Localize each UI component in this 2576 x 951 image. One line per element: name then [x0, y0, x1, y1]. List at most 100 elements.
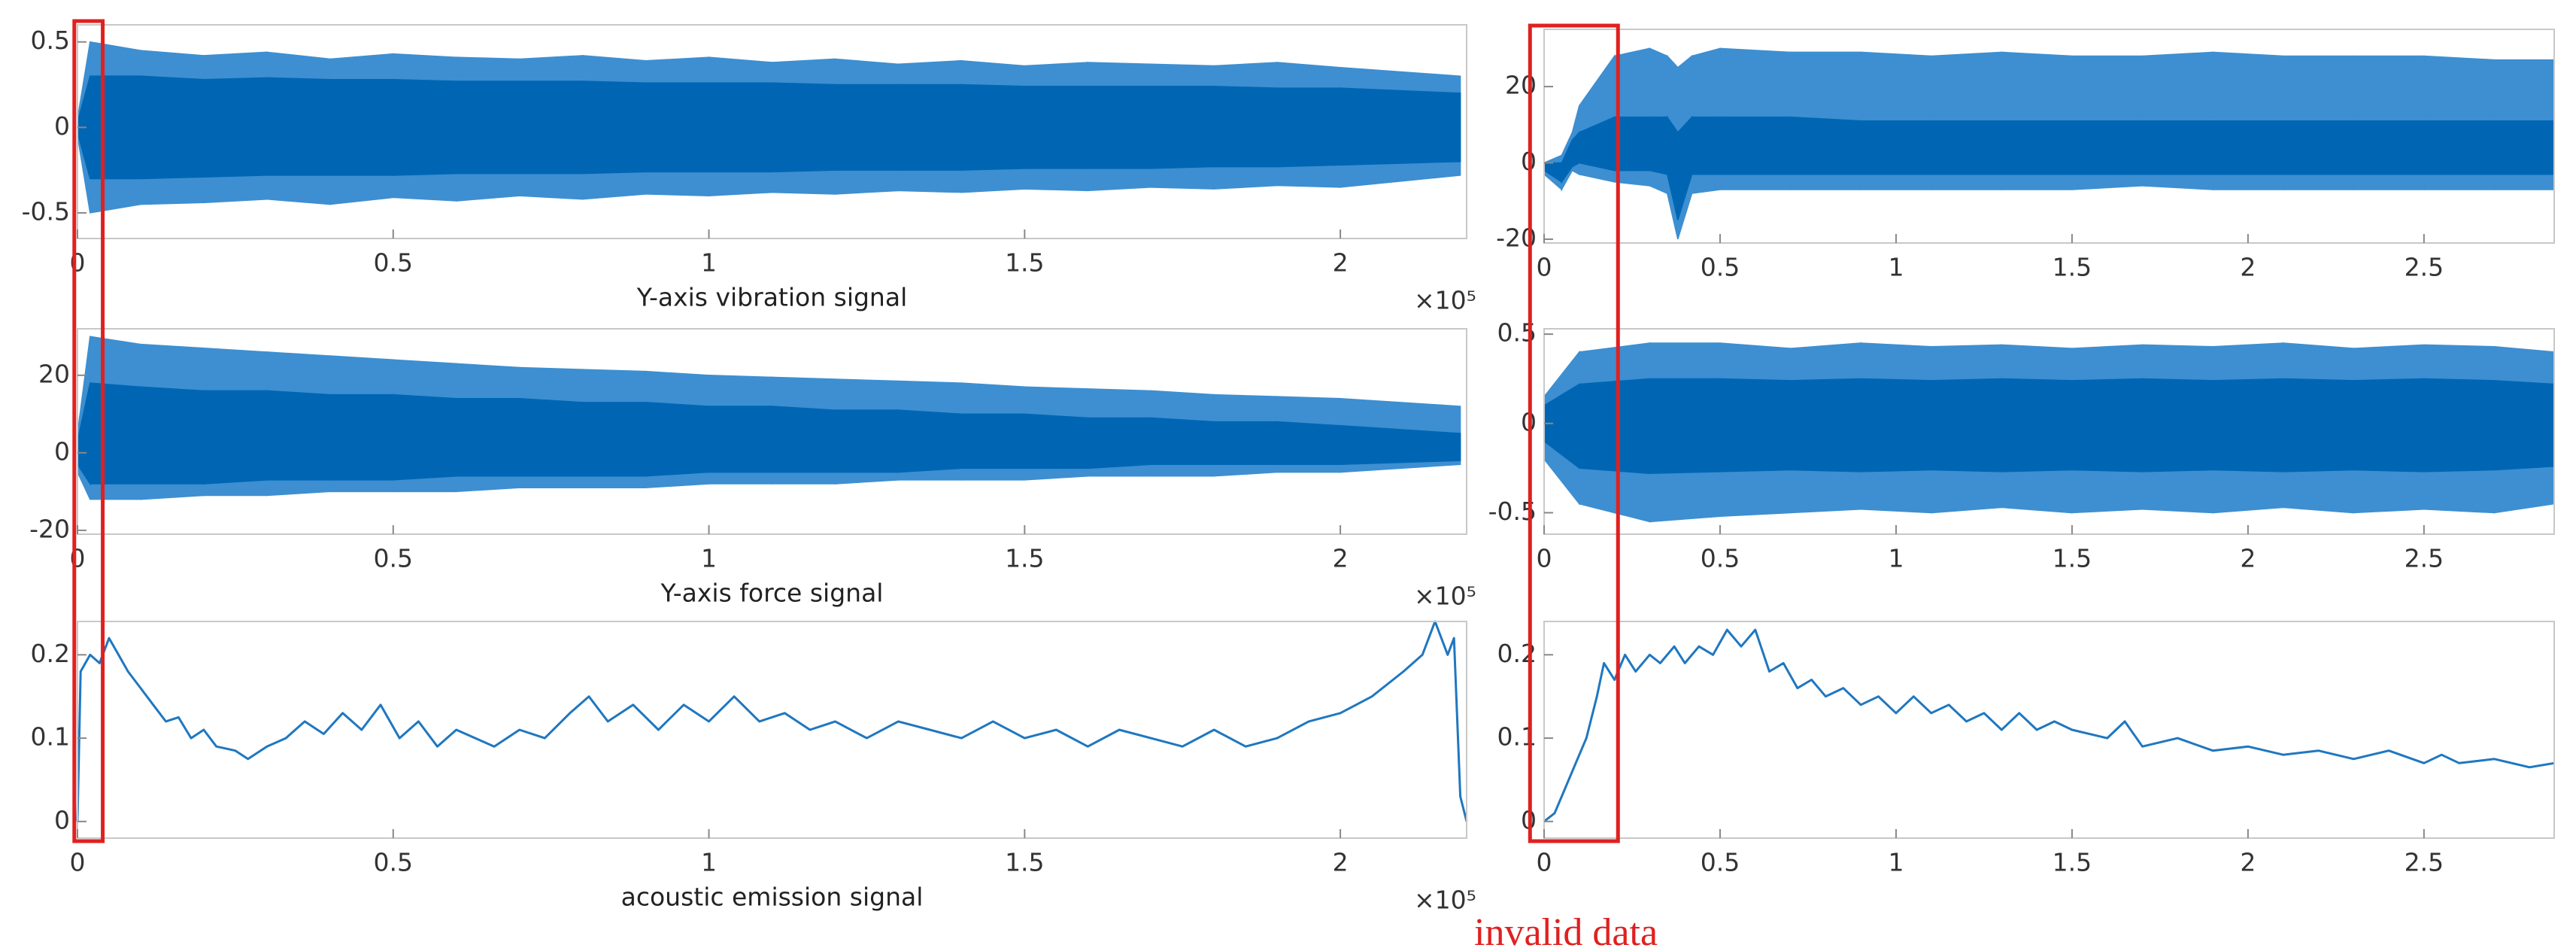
- x-tick-label: 0.5: [374, 544, 413, 573]
- signal-band: [1930, 120, 2003, 175]
- x-axis-label: Y-axis force signal: [660, 579, 884, 608]
- invalid-data-box: [72, 19, 105, 843]
- signal-band: [581, 402, 647, 477]
- signal-band: [393, 393, 457, 481]
- x-tick-label: 1.5: [1005, 248, 1044, 278]
- signal-band: [1150, 86, 1215, 169]
- axes-background: [77, 621, 1467, 838]
- signal-band: [518, 397, 584, 477]
- signal-band: [203, 390, 268, 485]
- x-tick-label: 1: [701, 848, 717, 877]
- signal-band: [960, 413, 1026, 469]
- signal-band: [897, 409, 963, 473]
- signal-band: [329, 78, 394, 176]
- signal-band: [1649, 378, 1721, 475]
- signal-band: [1930, 378, 2003, 472]
- axes-frame: [1543, 328, 2555, 535]
- x-tick-label: 2: [1333, 248, 1349, 278]
- x-axis-label: Y-axis vibration signal: [636, 283, 908, 312]
- y-tick-label: 0: [54, 805, 70, 834]
- signal-band: [1024, 413, 1089, 469]
- signal-band: [1150, 417, 1215, 466]
- signal-band: [2493, 120, 2555, 175]
- subplot: 200-200 0.5 1 1.5 2Y-axis force signal ×10⁵: [29, 328, 1476, 611]
- signal-band: [140, 386, 205, 485]
- x-tick-label: 0: [1537, 848, 1552, 877]
- signal-band: [960, 84, 1026, 171]
- signal-band: [266, 77, 331, 176]
- signal-band: [1719, 378, 1792, 472]
- signal-line: [1543, 628, 2555, 822]
- axes-frame: [77, 328, 1467, 535]
- signal-band: [266, 390, 331, 481]
- signal-band: [708, 406, 773, 473]
- signal-band: [1860, 378, 1932, 472]
- signal-band: [2282, 378, 2355, 472]
- signal-band: [2001, 378, 2073, 472]
- signal-band: [1340, 87, 1461, 166]
- signal-band: [2353, 378, 2425, 472]
- y-tick-label: 0.5: [31, 26, 70, 55]
- signal-band: [645, 402, 710, 477]
- subplot: 200-200 0.5 1 1.5 2 2.5: [1496, 29, 2555, 282]
- x-tick-label: 2.5: [2405, 544, 2444, 573]
- x-exponent: ×10⁵: [1414, 582, 1476, 611]
- signal-band: [90, 75, 141, 180]
- x-tick-label: 0: [1537, 253, 1552, 282]
- signal-band: [455, 397, 520, 477]
- signal-band: [2212, 378, 2284, 472]
- invalid-data-box: [1528, 23, 1620, 843]
- signal-band: [1789, 116, 1861, 175]
- signal-band: [90, 382, 141, 485]
- x-tick-label: 0.5: [374, 248, 413, 278]
- annotation-text: invalid data: [1474, 911, 1658, 951]
- x-tick-label: 0.5: [1701, 848, 1740, 877]
- x-tick-label: 1.5: [1005, 544, 1044, 573]
- x-tick-label: 2: [2240, 848, 2256, 877]
- y-tick-label: 0: [54, 111, 70, 141]
- signal-band: [1024, 86, 1089, 169]
- signal-band: [455, 81, 520, 175]
- signal-band: [1087, 86, 1151, 169]
- signal-band: [329, 393, 394, 481]
- x-tick-label: 1.5: [2053, 253, 2092, 282]
- signal-band: [1691, 116, 1721, 175]
- signal-band: [1340, 424, 1461, 466]
- signal-band: [518, 81, 584, 175]
- x-tick-label: 2.5: [2405, 848, 2444, 877]
- x-tick-label: 0.5: [374, 848, 413, 877]
- x-tick-label: 2: [2240, 253, 2256, 282]
- signal-band: [2282, 120, 2355, 175]
- signal-band: [2071, 378, 2144, 472]
- signal-band: [2493, 380, 2555, 471]
- signal-band: [2001, 120, 2073, 175]
- x-tick-label: 0: [1537, 544, 1552, 573]
- x-exponent: ×10⁵: [1414, 286, 1476, 315]
- y-tick-label: 20: [38, 359, 70, 388]
- x-tick-label: 1.5: [1005, 848, 1044, 877]
- x-tick-label: 1.5: [2053, 848, 2092, 877]
- signal-band: [1579, 378, 1651, 475]
- signal-band: [2423, 120, 2496, 175]
- x-tick-label: 0: [70, 544, 86, 573]
- signal-band: [1719, 116, 1792, 175]
- signal-band: [1789, 378, 1861, 472]
- subplot: 0.2 0.1 00 0.5 1 1.5 2 acoustic emission signal…: [31, 620, 1476, 915]
- x-tick-label: 0.5: [1701, 544, 1740, 573]
- signal-band: [834, 84, 900, 171]
- signal-line: [76, 620, 1468, 822]
- x-tick-label: 2.5: [2405, 253, 2444, 282]
- signal-band: [2141, 120, 2213, 175]
- y-tick-label: 0: [54, 436, 70, 466]
- x-tick-label: 0: [70, 248, 86, 278]
- x-tick-label: 1: [701, 544, 717, 573]
- signal-band: [1276, 87, 1341, 168]
- signal-band: [2353, 120, 2425, 175]
- axes-frame: [77, 24, 1467, 239]
- axes-background: [1544, 621, 2554, 838]
- signal-band: [1860, 120, 1932, 175]
- x-tick-label: 1: [701, 248, 717, 278]
- x-tick-label: 1: [1888, 848, 1904, 877]
- x-tick-label: 1: [1888, 253, 1904, 282]
